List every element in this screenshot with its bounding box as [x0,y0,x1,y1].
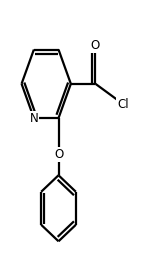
Text: N: N [30,112,38,125]
Text: Cl: Cl [117,98,129,111]
Text: O: O [91,39,100,52]
Text: O: O [54,148,63,162]
